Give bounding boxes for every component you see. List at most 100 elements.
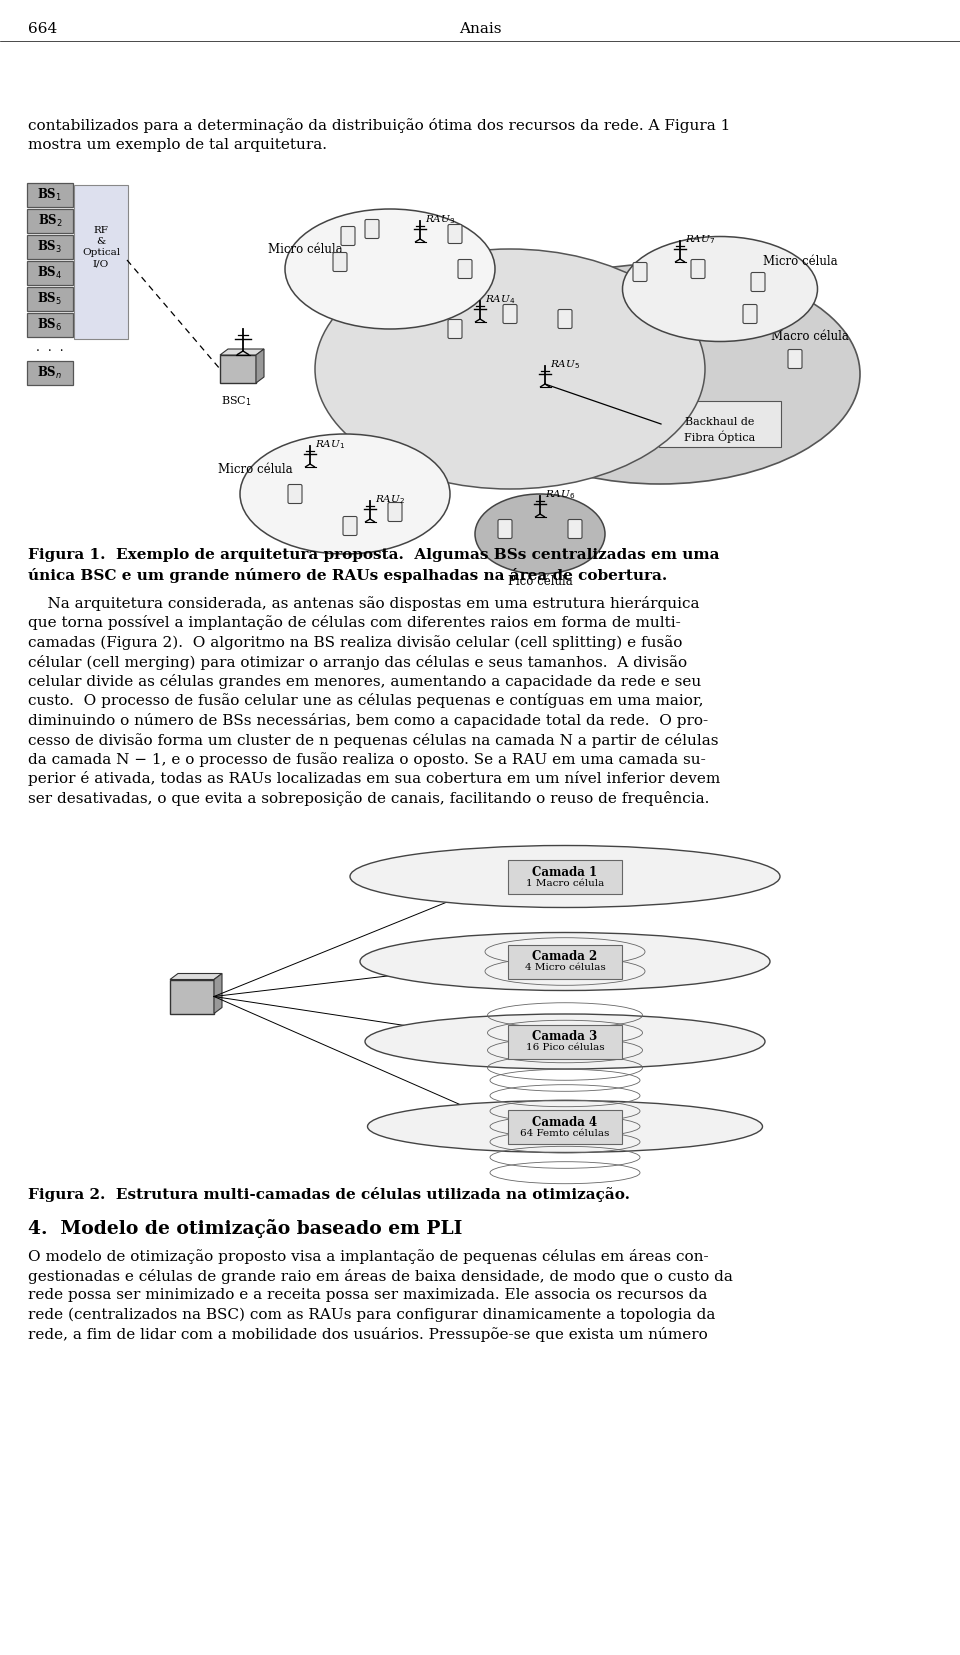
- Text: RAU$_1$: RAU$_1$: [315, 439, 346, 450]
- Text: célular (cell merging) para otimizar o arranjo das células e seus tamanhos.  A d: célular (cell merging) para otimizar o a…: [28, 654, 687, 669]
- FancyBboxPatch shape: [365, 220, 379, 240]
- Polygon shape: [170, 973, 222, 980]
- Text: diminuindo o número de BSs necessárias, bem como a capacidade total da rede.  O : diminuindo o número de BSs necessárias, …: [28, 713, 708, 728]
- Text: RAU$_3$: RAU$_3$: [425, 213, 455, 225]
- Text: Anais: Anais: [459, 22, 501, 36]
- Text: Micro célula: Micro célula: [268, 243, 343, 257]
- Text: camadas (Figura 2).  O algoritmo na BS realiza divisão celular (cell splitting) : camadas (Figura 2). O algoritmo na BS re…: [28, 634, 683, 649]
- Text: rede, a fim de lidar com a mobilidade dos usuários. Pressupõe-se que exista um n: rede, a fim de lidar com a mobilidade do…: [28, 1327, 708, 1342]
- Text: BS$_2$: BS$_2$: [37, 213, 62, 228]
- Text: única BSC e um grande número de RAUs espalhadas na área de cobertura.: única BSC e um grande número de RAUs esp…: [28, 568, 667, 583]
- FancyBboxPatch shape: [743, 305, 757, 324]
- FancyBboxPatch shape: [27, 288, 73, 311]
- Text: Camada 3: Camada 3: [533, 1029, 598, 1043]
- FancyBboxPatch shape: [788, 351, 802, 369]
- Text: perior é ativada, todas as RAUs localizadas em sua cobertura em um nível inferio: perior é ativada, todas as RAUs localiza…: [28, 771, 720, 786]
- Text: Micro célula: Micro célula: [762, 255, 837, 268]
- FancyBboxPatch shape: [170, 980, 214, 1015]
- Text: 664: 664: [28, 22, 58, 36]
- Text: Macro célula: Macro célula: [771, 329, 849, 343]
- Text: 4.  Modelo de otimização baseado em PLI: 4. Modelo de otimização baseado em PLI: [28, 1218, 463, 1238]
- Ellipse shape: [368, 1101, 762, 1154]
- Text: Figura 2.  Estrutura multi-camadas de células utilizada na otimização.: Figura 2. Estrutura multi-camadas de cél…: [28, 1187, 630, 1202]
- FancyBboxPatch shape: [568, 520, 582, 540]
- Text: BSC$_1$: BSC$_1$: [221, 394, 252, 407]
- Text: RF
&
Optical
I/O: RF & Optical I/O: [82, 225, 120, 268]
- FancyBboxPatch shape: [508, 945, 622, 978]
- Ellipse shape: [315, 250, 705, 490]
- Text: O modelo de otimização proposto visa a implantação de pequenas células em áreas : O modelo de otimização proposto visa a i…: [28, 1250, 708, 1264]
- Text: RAU$_6$: RAU$_6$: [545, 488, 575, 501]
- Text: BS$_6$: BS$_6$: [37, 316, 62, 333]
- Text: da camada N − 1, e o processo de fusão realiza o oposto. Se a RAU em uma camada : da camada N − 1, e o processo de fusão r…: [28, 751, 706, 766]
- FancyBboxPatch shape: [508, 861, 622, 894]
- FancyBboxPatch shape: [448, 225, 462, 245]
- Text: custo.  O processo de fusão celular une as células pequenas e contíguas em uma m: custo. O processo de fusão celular une a…: [28, 693, 704, 708]
- Text: Micro célula: Micro célula: [218, 463, 292, 475]
- FancyBboxPatch shape: [751, 273, 765, 293]
- Text: ser desativadas, o que evita a sobreposição de canais, facilitando o reuso de fr: ser desativadas, o que evita a sobreposi…: [28, 791, 709, 806]
- FancyBboxPatch shape: [498, 520, 512, 540]
- Text: BS$_n$: BS$_n$: [37, 364, 62, 381]
- Text: BS$_1$: BS$_1$: [37, 187, 62, 204]
- Text: 64 Femto células: 64 Femto células: [520, 1127, 610, 1137]
- Text: rede (centralizados na BSC) com as RAUs para configurar dinamicamente a topologi: rede (centralizados na BSC) com as RAUs …: [28, 1307, 715, 1322]
- Text: RAU$_7$: RAU$_7$: [685, 233, 715, 247]
- FancyBboxPatch shape: [27, 314, 73, 338]
- Text: Pico célula: Pico célula: [508, 574, 572, 588]
- FancyBboxPatch shape: [508, 1111, 622, 1144]
- Text: RAU$_4$: RAU$_4$: [485, 293, 516, 306]
- Text: gestionadas e células de grande raio em áreas de baixa densidade, de modo que o : gestionadas e células de grande raio em …: [28, 1268, 732, 1283]
- Text: Camada 2: Camada 2: [533, 950, 598, 963]
- FancyBboxPatch shape: [220, 356, 256, 384]
- Text: Figura 1.  Exemplo de arquitetura proposta.  Algumas BSs centralizadas em uma: Figura 1. Exemplo de arquitetura propost…: [28, 548, 719, 561]
- Text: BS$_3$: BS$_3$: [37, 238, 62, 255]
- FancyBboxPatch shape: [508, 1024, 622, 1059]
- FancyBboxPatch shape: [558, 311, 572, 329]
- FancyBboxPatch shape: [27, 184, 73, 209]
- FancyBboxPatch shape: [691, 260, 705, 280]
- Polygon shape: [214, 973, 222, 1015]
- Ellipse shape: [622, 237, 818, 343]
- Text: cesso de divisão forma um cluster de n pequenas células na camada N a partir de : cesso de divisão forma um cluster de n p…: [28, 732, 718, 746]
- Text: Backhaul de
Fibra Óptica: Backhaul de Fibra Óptica: [684, 417, 756, 442]
- Ellipse shape: [350, 846, 780, 909]
- FancyBboxPatch shape: [333, 253, 347, 273]
- FancyBboxPatch shape: [388, 503, 402, 523]
- Text: 1 Macro célula: 1 Macro célula: [526, 877, 604, 887]
- FancyBboxPatch shape: [27, 210, 73, 233]
- Text: Camada 4: Camada 4: [533, 1115, 597, 1127]
- FancyBboxPatch shape: [458, 260, 472, 280]
- FancyBboxPatch shape: [343, 516, 357, 536]
- FancyBboxPatch shape: [633, 263, 647, 283]
- Text: 4 Micro células: 4 Micro células: [524, 963, 606, 971]
- Text: Na arquitetura considerada, as antenas são dispostas em uma estrutura hierárquic: Na arquitetura considerada, as antenas s…: [28, 596, 700, 611]
- Text: contabilizados para a determinação da distribuição ótima dos recursos da rede. A: contabilizados para a determinação da di…: [28, 118, 731, 132]
- Text: 16 Pico células: 16 Pico células: [526, 1043, 604, 1053]
- Ellipse shape: [360, 933, 770, 991]
- Text: BS$_4$: BS$_4$: [37, 265, 62, 281]
- Ellipse shape: [240, 435, 450, 554]
- Polygon shape: [256, 349, 264, 384]
- Text: ·  ·  ·: · · ·: [36, 344, 63, 357]
- Ellipse shape: [460, 265, 860, 485]
- Text: RAU$_5$: RAU$_5$: [550, 357, 580, 371]
- FancyBboxPatch shape: [74, 185, 128, 339]
- Ellipse shape: [285, 210, 495, 329]
- FancyBboxPatch shape: [27, 237, 73, 260]
- FancyBboxPatch shape: [27, 261, 73, 286]
- Ellipse shape: [365, 1015, 765, 1069]
- FancyBboxPatch shape: [341, 227, 355, 247]
- Polygon shape: [220, 349, 264, 356]
- Text: celular divide as células grandes em menores, aumentando a capacidade da rede e : celular divide as células grandes em men…: [28, 674, 701, 688]
- Text: RAU$_2$: RAU$_2$: [375, 493, 405, 506]
- FancyBboxPatch shape: [288, 485, 302, 505]
- FancyBboxPatch shape: [27, 362, 73, 386]
- Text: Camada 1: Camada 1: [533, 866, 597, 877]
- Text: BS$_5$: BS$_5$: [37, 291, 62, 306]
- Text: rede possa ser minimizado e a receita possa ser maximizada. Ele associa os recur: rede possa ser minimizado e a receita po…: [28, 1288, 708, 1302]
- FancyBboxPatch shape: [448, 321, 462, 339]
- FancyBboxPatch shape: [659, 402, 781, 449]
- Text: que torna possível a implantação de células com diferentes raios em forma de mul: que torna possível a implantação de célu…: [28, 616, 681, 631]
- Ellipse shape: [475, 495, 605, 574]
